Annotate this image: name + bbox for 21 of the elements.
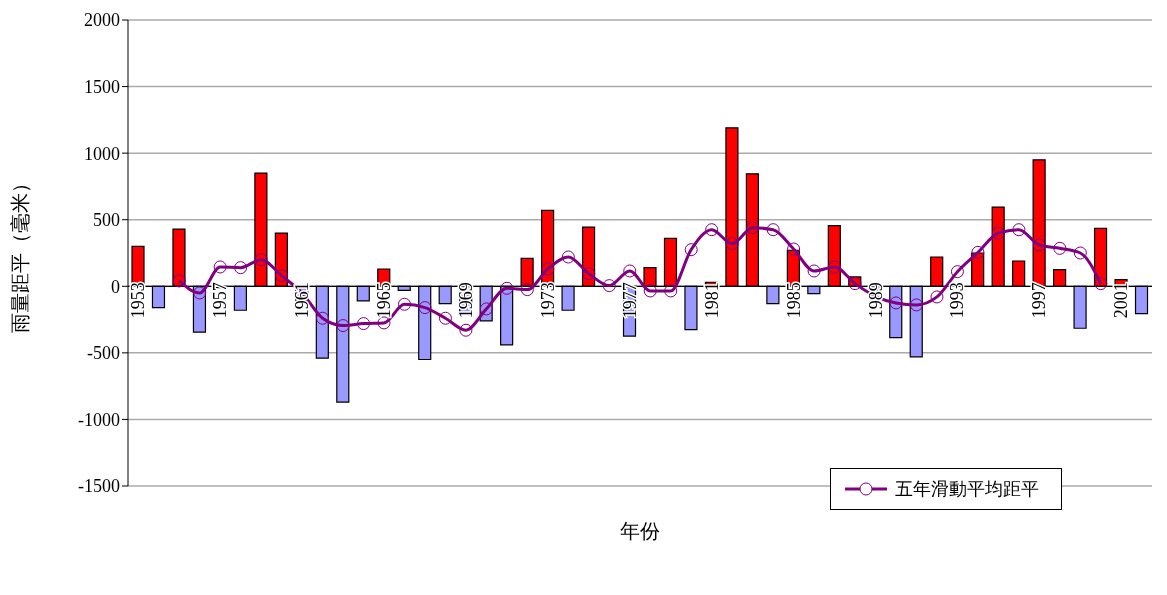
x-tick-label: 1973 [537,282,558,319]
x-tick-label: 1965 [374,282,394,319]
x-tick-label: 1985 [783,282,804,319]
y-axis-title: 雨量距平（毫米） [9,173,32,333]
x-tick-label: 1953 [128,282,149,319]
x-tick-label: 1957 [210,282,231,319]
x-tick-label: 1989 [865,282,886,319]
y-tick-label: 500 [93,210,120,231]
y-tick-label: 2000 [84,10,120,31]
x-tick-label: 1969 [455,282,476,319]
y-tick-label: -1000 [78,409,120,430]
y-tick-label: 0 [111,276,120,297]
y-tick-label: -500 [87,343,120,364]
y-tick-label: 1500 [84,76,120,97]
x-tick-label: 1997 [1029,282,1050,319]
legend-label: 五年滑動平均距平 [895,478,1039,501]
x-tick-label: 1961 [292,282,313,319]
y-tick-label: -1500 [78,476,120,497]
x-axis-title: 年份 [620,520,660,542]
y-tick-label: 1000 [84,143,120,164]
x-tick-label: 1993 [947,282,968,319]
